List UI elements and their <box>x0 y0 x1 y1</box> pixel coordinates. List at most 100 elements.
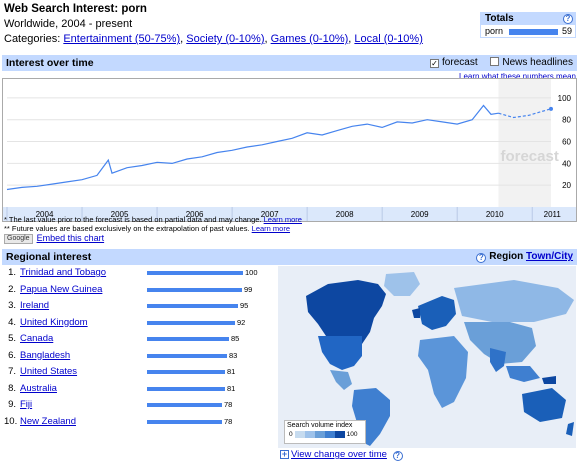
category-link-society[interactable]: Society (0-10%) <box>186 33 265 45</box>
town-city-link[interactable]: Town/City <box>525 251 573 262</box>
rank-number: 8. <box>8 382 16 394</box>
region-link[interactable]: Papua New Guinea <box>20 283 103 295</box>
scope-subtitle: Worldwide, 2004 - present <box>4 18 133 30</box>
view-change-link[interactable]: View change over time <box>291 449 387 460</box>
rank-number: 1. <box>8 267 16 278</box>
embed-chart-link[interactable]: Embed this chart <box>36 233 105 243</box>
learn-more-link-1[interactable]: Learn more <box>263 215 302 224</box>
region-bar <box>147 304 238 308</box>
totals-box: Totals ? porn 59 <box>480 12 576 38</box>
region-bar <box>147 403 222 407</box>
chart-note-1: * The last value prior to the forecast i… <box>4 215 302 224</box>
x-tick-label: 2005 <box>111 210 129 219</box>
region-label: Region <box>489 251 524 262</box>
world-map[interactable] <box>278 266 576 448</box>
region-link[interactable]: Fiji <box>20 399 33 410</box>
region-value: 81 <box>227 383 236 393</box>
map-region-papua-new-guinea[interactable] <box>542 376 556 384</box>
world-map-svg[interactable] <box>278 266 576 448</box>
page-header: Web Search Interest: porn Worldwide, 200… <box>4 2 474 47</box>
region-bar <box>147 271 243 275</box>
news-headlines-checkbox[interactable] <box>490 57 500 66</box>
x-tick-label: 2010 <box>486 210 504 219</box>
y-tick-label: 100 <box>558 94 572 103</box>
news-headlines-label: News headlines <box>502 57 573 68</box>
rank-number: 5. <box>8 333 16 344</box>
chart-note-2: ** Future values are based exclusively o… <box>4 224 302 233</box>
map-region-canada[interactable] <box>306 280 386 356</box>
google-badge-icon[interactable]: Google <box>4 234 33 244</box>
legend-swatch <box>324 431 335 438</box>
x-tick-label: 2004 <box>36 210 54 219</box>
legend-max: 100 <box>346 431 358 438</box>
region-value: 92 <box>237 317 246 327</box>
list-item: 10. New Zealand 78 <box>4 415 274 432</box>
map-region-greenland[interactable] <box>384 272 420 296</box>
legend-swatch <box>314 431 325 438</box>
map-region-africa[interactable] <box>418 336 468 408</box>
regional-list: 1. Trinidad and Tobago 100 2. Papua New Guin… <box>4 266 274 431</box>
forecast-line <box>498 108 552 119</box>
help-icon[interactable]: ? <box>476 253 487 263</box>
category-link-entertainment[interactable]: Entertainment (50-75%) <box>63 33 181 45</box>
interest-chart-svg[interactable]: forecast 20 40 60 80 100 2004 2005 2006 2007 2008 2… <box>3 79 576 221</box>
map-region-india[interactable] <box>490 348 506 372</box>
region-link[interactable]: Trinidad and Tobago <box>20 267 107 278</box>
legend-min: 0 <box>289 431 293 438</box>
map-region-usa[interactable] <box>318 336 362 370</box>
page-title: Web Search Interest: porn <box>4 3 147 15</box>
categories-label: Categories: <box>4 33 61 45</box>
help-icon[interactable]: ? <box>392 451 403 461</box>
region-link[interactable]: United States <box>20 366 78 377</box>
news-headlines-option[interactable]: News headlines <box>490 57 573 68</box>
forecast-label: forecast <box>442 57 478 68</box>
totals-term: porn <box>485 26 504 36</box>
region-link[interactable]: Australia <box>20 382 57 394</box>
map-region-asia[interactable] <box>464 322 536 364</box>
rank-number: 9. <box>8 399 16 410</box>
forecast-option[interactable]: ✓ forecast <box>430 57 478 68</box>
map-region-southeast-asia[interactable] <box>506 366 540 382</box>
map-region-mexico[interactable] <box>330 370 352 390</box>
learn-numbers-link[interactable]: Learn what these numbers mean <box>459 72 576 81</box>
interest-over-time-header: Interest over time ✓ forecast News headli… <box>2 55 577 71</box>
region-value: 99 <box>244 284 253 294</box>
region-link[interactable]: New Zealand <box>20 415 76 427</box>
list-item: 8. Australia 81 <box>4 382 274 399</box>
series-line <box>6 104 499 191</box>
x-tick-label: 2006 <box>186 210 204 219</box>
rank-number: 2. <box>8 283 16 295</box>
list-item: 2. Papua New Guinea 99 <box>4 283 274 300</box>
forecast-checkbox[interactable]: ✓ <box>430 59 440 68</box>
map-region-australia[interactable] <box>522 388 566 422</box>
chart-options: ✓ forecast News headlines <box>420 55 573 71</box>
learn-more-link-2[interactable]: Learn more <box>251 224 291 233</box>
list-item: 7. United States 81 <box>4 365 274 382</box>
region-link[interactable]: Canada <box>20 333 54 344</box>
category-link-games[interactable]: Games (0-10%) <box>270 33 349 45</box>
help-icon[interactable]: ? <box>563 14 573 24</box>
legend-swatch <box>294 431 305 438</box>
region-value: 95 <box>240 301 249 310</box>
region-link[interactable]: United Kingdom <box>20 316 88 328</box>
region-value: 81 <box>227 367 236 376</box>
map-region-europe[interactable] <box>418 296 456 330</box>
region-bar <box>147 287 242 292</box>
x-tick-label: 2011 <box>544 210 562 219</box>
category-link-local[interactable]: Local (0-10%) <box>354 33 423 45</box>
regional-interest-header: Regional interest ? Region Town/City <box>2 249 577 265</box>
expand-plus-icon[interactable]: + <box>280 449 289 459</box>
map-region-russia[interactable] <box>454 280 574 322</box>
list-item: 9. Fiji 78 <box>4 398 274 415</box>
totals-bar <box>509 29 558 35</box>
list-item: 3. Ireland 95 <box>4 299 274 316</box>
interest-chart[interactable]: forecast 20 40 60 80 100 2004 2005 2006 2007 2008 2… <box>2 78 577 222</box>
map-region-new-zealand[interactable] <box>566 422 574 436</box>
region-link[interactable]: Bangladesh <box>20 349 71 361</box>
rank-number: 4. <box>8 316 16 328</box>
totals-title: Totals <box>485 13 514 24</box>
region-link[interactable]: Ireland <box>20 300 50 311</box>
map-region-uk-ireland[interactable] <box>412 308 420 318</box>
totals-row: porn 59 <box>481 25 575 38</box>
legend-swatch <box>334 431 345 438</box>
